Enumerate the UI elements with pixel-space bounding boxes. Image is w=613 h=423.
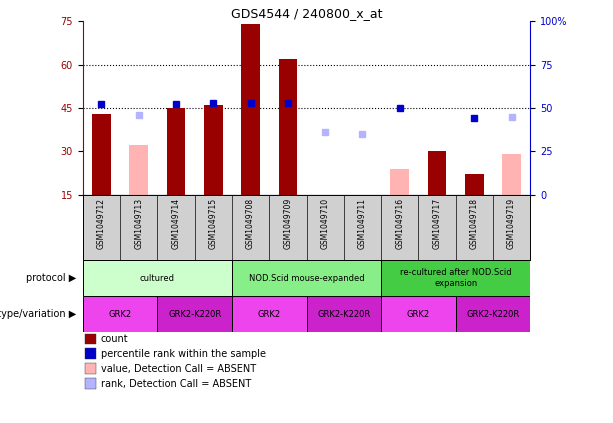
Bar <box>455 296 530 332</box>
Text: GSM1049715: GSM1049715 <box>209 198 218 249</box>
Text: NOD.Scid mouse-expanded: NOD.Scid mouse-expanded <box>249 274 364 283</box>
Bar <box>83 260 232 296</box>
Bar <box>465 174 484 195</box>
Text: GRK2: GRK2 <box>257 310 281 319</box>
Text: GSM1049714: GSM1049714 <box>172 198 180 249</box>
Text: percentile rank within the sample: percentile rank within the sample <box>101 349 265 359</box>
Bar <box>85 378 96 389</box>
Bar <box>85 349 96 359</box>
Text: GSM1049717: GSM1049717 <box>433 198 441 249</box>
Bar <box>85 333 96 344</box>
Text: GSM1049708: GSM1049708 <box>246 198 255 249</box>
Text: re-cultured after NOD.Scid
expansion: re-cultured after NOD.Scid expansion <box>400 269 511 288</box>
Bar <box>92 114 111 195</box>
Bar <box>502 154 521 195</box>
Text: cultured: cultured <box>140 274 175 283</box>
Bar <box>85 363 96 374</box>
Title: GDS4544 / 240800_x_at: GDS4544 / 240800_x_at <box>230 7 383 20</box>
Text: rank, Detection Call = ABSENT: rank, Detection Call = ABSENT <box>101 379 251 389</box>
Bar <box>381 296 455 332</box>
Text: value, Detection Call = ABSENT: value, Detection Call = ABSENT <box>101 364 256 374</box>
Bar <box>83 296 158 332</box>
Text: GSM1049711: GSM1049711 <box>358 198 367 249</box>
Bar <box>381 260 530 296</box>
Text: GRK2: GRK2 <box>109 310 132 319</box>
Bar <box>232 296 306 332</box>
Text: GRK2-K220R: GRK2-K220R <box>317 310 370 319</box>
Text: count: count <box>101 335 128 344</box>
Text: GSM1049709: GSM1049709 <box>283 198 292 249</box>
Text: GRK2-K220R: GRK2-K220R <box>168 310 221 319</box>
Text: protocol ▶: protocol ▶ <box>26 273 77 283</box>
Bar <box>232 260 381 296</box>
Bar <box>306 296 381 332</box>
Bar <box>278 59 297 195</box>
Text: GSM1049719: GSM1049719 <box>507 198 516 249</box>
Bar <box>129 146 148 195</box>
Text: GSM1049718: GSM1049718 <box>470 198 479 249</box>
Text: GRK2-K220R: GRK2-K220R <box>466 310 520 319</box>
Bar <box>428 151 446 195</box>
Text: GSM1049710: GSM1049710 <box>321 198 330 249</box>
Bar <box>158 296 232 332</box>
Bar <box>167 108 185 195</box>
Text: GSM1049712: GSM1049712 <box>97 198 106 249</box>
Text: genotype/variation ▶: genotype/variation ▶ <box>0 309 77 319</box>
Bar <box>390 169 409 195</box>
Bar <box>242 24 260 195</box>
Text: GRK2: GRK2 <box>407 310 430 319</box>
Bar <box>204 105 223 195</box>
Text: GSM1049713: GSM1049713 <box>134 198 143 249</box>
Text: GSM1049716: GSM1049716 <box>395 198 404 249</box>
